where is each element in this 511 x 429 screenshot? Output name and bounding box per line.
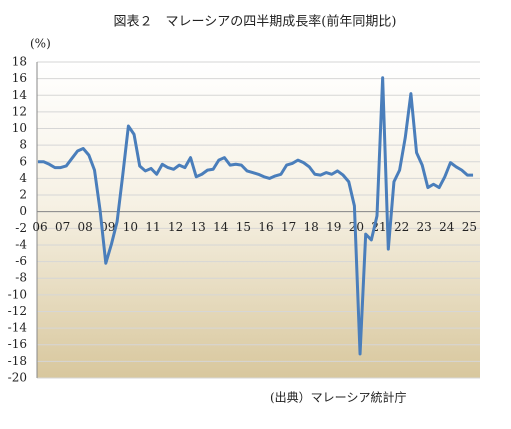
y-tick-label: 14 (12, 88, 28, 102)
x-tick-label: 07 (55, 220, 70, 234)
y-tick-label: -16 (8, 337, 27, 351)
plot-area (37, 62, 480, 378)
x-tick-label: 14 (213, 220, 229, 234)
x-tick-label: 17 (281, 220, 296, 234)
y-tick-label: 10 (12, 121, 27, 135)
x-tick-label: 06 (32, 220, 47, 234)
source: (出典）マレーシア統計庁 (270, 390, 406, 405)
y-tick-label: 16 (12, 71, 27, 85)
x-tick-label: 19 (326, 220, 341, 234)
x-tick-label: 09 (100, 220, 115, 234)
chart-title: 図表２ マレーシアの四半期成長率(前年同期比) (114, 14, 397, 30)
y-tick-label: 0 (19, 204, 27, 218)
y-tick-label: -10 (8, 287, 27, 301)
y-tick-label: 18 (12, 55, 27, 69)
y-tick-label: -20 (8, 371, 27, 385)
y-tick-label: -8 (15, 271, 27, 285)
x-tick-label: 10 (123, 220, 138, 234)
y-tick-label: -6 (15, 254, 27, 268)
x-tick-label: 25 (462, 220, 477, 234)
y-tick-label: -4 (15, 237, 27, 251)
y-tick-label: -18 (8, 354, 27, 368)
y-tick-label: -12 (8, 304, 27, 318)
y-tick-label: 6 (19, 154, 27, 168)
x-tick-label: 08 (78, 220, 93, 234)
y-tick-label: -14 (8, 321, 28, 335)
y-tick-label: -2 (15, 221, 27, 235)
y-tick-label: 4 (19, 171, 27, 185)
y-tick-label: 12 (12, 104, 27, 118)
x-tick-label: 13 (191, 220, 206, 234)
x-tick-label: 12 (168, 220, 183, 234)
x-tick-label: 24 (439, 220, 455, 234)
y-tick-label: 8 (19, 138, 27, 152)
x-tick-label: 15 (236, 220, 251, 234)
x-tick-label: 23 (417, 220, 432, 234)
y-tick-label: 2 (19, 188, 27, 202)
line (38, 76, 474, 356)
x-tick-label: 11 (145, 220, 160, 234)
y-axis-label: (%) (30, 37, 51, 51)
x-tick-label: 18 (304, 220, 319, 234)
x-tick-label: 22 (394, 220, 409, 234)
x-tick-label: 16 (258, 220, 273, 234)
